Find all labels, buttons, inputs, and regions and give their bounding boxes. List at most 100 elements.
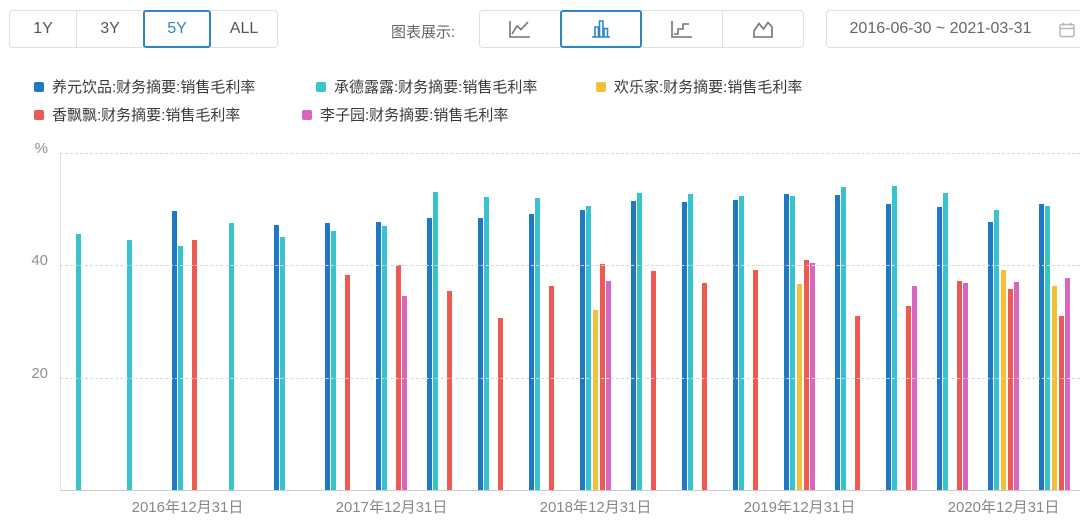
- bar[interactable]: [229, 223, 235, 490]
- legend-item[interactable]: 欢乐家:财务摘要:销售毛利率: [596, 76, 802, 97]
- date-range-text: 2016-06-30 ~ 2021-03-31: [849, 20, 1032, 37]
- bar[interactable]: [892, 185, 898, 490]
- bar[interactable]: [599, 264, 605, 490]
- bar[interactable]: [528, 214, 534, 490]
- legend-swatch: [302, 109, 312, 120]
- bar[interactable]: [739, 195, 745, 490]
- bar[interactable]: [688, 194, 694, 490]
- bar-chart-icon: [588, 18, 614, 40]
- bar[interactable]: [76, 234, 82, 490]
- bar[interactable]: [1058, 316, 1064, 490]
- bar[interactable]: [834, 195, 840, 490]
- range-button-3y[interactable]: 3Y: [76, 10, 144, 48]
- legend-label: 养元饮品:财务摘要:销售毛利率: [52, 79, 256, 96]
- bar[interactable]: [936, 207, 942, 490]
- bar[interactable]: [586, 205, 592, 490]
- bar[interactable]: [1038, 204, 1044, 490]
- x-axis-tick-label: 2019年12月31日: [743, 499, 856, 516]
- bar[interactable]: [484, 197, 490, 490]
- bar[interactable]: [650, 270, 656, 490]
- bar[interactable]: [943, 193, 949, 490]
- x-axis-tick-label: 2017年12月31日: [335, 499, 448, 516]
- bar[interactable]: [324, 223, 330, 490]
- chart-type-button-area[interactable]: [722, 10, 804, 48]
- bar[interactable]: [701, 283, 707, 490]
- bar[interactable]: [987, 222, 993, 490]
- step-chart-icon: [669, 18, 695, 40]
- bar[interactable]: [280, 236, 286, 490]
- legend-item[interactable]: 香飘飘:财务摘要:销售毛利率: [34, 104, 240, 125]
- bar[interactable]: [579, 210, 585, 490]
- legend-swatch: [34, 109, 44, 120]
- legend-row: 香飘飘:财务摘要:销售毛利率 李子园:财务摘要:销售毛利率: [0, 104, 1080, 124]
- bar[interactable]: [191, 240, 197, 490]
- chart-type-button-bar[interactable]: [560, 10, 642, 48]
- bar[interactable]: [331, 231, 337, 490]
- bar[interactable]: [382, 226, 388, 490]
- bar[interactable]: [810, 262, 816, 490]
- bar[interactable]: [171, 210, 177, 490]
- bar[interactable]: [854, 316, 860, 490]
- legend-label: 李子园:财务摘要:销售毛利率: [320, 107, 509, 124]
- bar[interactable]: [841, 186, 847, 490]
- bar[interactable]: [1014, 282, 1020, 490]
- bar[interactable]: [606, 281, 612, 490]
- line-chart-icon: [507, 18, 533, 40]
- bar[interactable]: [535, 198, 541, 490]
- x-axis-tick-label: 2020年12月31日: [947, 499, 1060, 516]
- legend-item[interactable]: 承德露露:财务摘要:销售毛利率: [316, 76, 537, 97]
- legend-label: 香飘飘:财务摘要:销售毛利率: [52, 107, 241, 124]
- gridline: [60, 377, 1080, 379]
- bar[interactable]: [433, 192, 439, 490]
- bar[interactable]: [956, 281, 962, 490]
- bar[interactable]: [497, 317, 503, 490]
- bar[interactable]: [375, 222, 381, 490]
- bar[interactable]: [426, 217, 432, 490]
- chart-area: 20 40% 2016年12月31日 2017年12月31日 2018年12月31日 20…: [0, 140, 1080, 529]
- range-button-5y[interactable]: 5Y: [143, 10, 211, 48]
- bar[interactable]: [446, 291, 452, 490]
- bar[interactable]: [783, 194, 789, 490]
- bar[interactable]: [912, 285, 918, 490]
- bar[interactable]: [127, 240, 133, 490]
- bar[interactable]: [994, 209, 1000, 490]
- bar[interactable]: [1052, 286, 1057, 490]
- date-range-picker[interactable]: 2016-06-30 ~ 2021-03-31: [826, 10, 1080, 48]
- bar[interactable]: [402, 295, 408, 490]
- bar[interactable]: [273, 225, 279, 490]
- bar[interactable]: [963, 282, 969, 490]
- chart-display-label: 图表展示:: [391, 24, 456, 41]
- gridline: [60, 153, 1080, 154]
- gridline: [60, 265, 1080, 267]
- bar[interactable]: [1065, 277, 1071, 490]
- bar[interactable]: [1007, 288, 1013, 490]
- bar[interactable]: [752, 269, 758, 490]
- x-axis-tick-label: 2018年12月31日: [539, 499, 652, 516]
- bar[interactable]: [178, 245, 184, 490]
- bar[interactable]: [803, 260, 809, 490]
- chart-type-button-line[interactable]: [479, 10, 561, 48]
- bar[interactable]: [1001, 269, 1006, 490]
- bar[interactable]: [797, 283, 802, 490]
- range-button-all[interactable]: ALL: [210, 10, 278, 48]
- bar[interactable]: [548, 285, 554, 490]
- chart-type-button-step[interactable]: [641, 10, 723, 48]
- legend-swatch: [596, 81, 606, 92]
- bar[interactable]: [1045, 205, 1051, 490]
- bar[interactable]: [790, 195, 796, 490]
- legend-item[interactable]: 养元饮品:财务摘要:销售毛利率: [34, 76, 255, 97]
- bar[interactable]: [905, 306, 911, 490]
- bar[interactable]: [593, 310, 598, 490]
- bar[interactable]: [630, 200, 636, 490]
- bar[interactable]: [732, 199, 738, 490]
- legend-label: 欢乐家:财务摘要:销售毛利率: [614, 79, 803, 96]
- bar[interactable]: [885, 203, 891, 490]
- bar[interactable]: [477, 217, 483, 490]
- legend-item[interactable]: 李子园:财务摘要:销售毛利率: [302, 104, 508, 125]
- legend-row: 养元饮品:财务摘要:销售毛利率 承德露露:财务摘要:销售毛利率 欢乐家:财务摘要:销…: [0, 76, 1080, 96]
- bar[interactable]: [637, 192, 643, 490]
- bar[interactable]: [681, 201, 687, 490]
- range-button-1y[interactable]: 1Y: [9, 10, 77, 48]
- bar[interactable]: [344, 275, 350, 490]
- chart-type-selector: [479, 10, 804, 48]
